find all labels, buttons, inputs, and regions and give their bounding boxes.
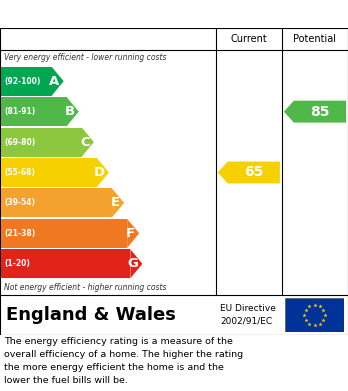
Text: Current: Current [230, 34, 267, 44]
Text: Energy Efficiency Rating: Energy Efficiency Rating [8, 7, 229, 22]
Text: B: B [65, 105, 75, 118]
Polygon shape [130, 249, 142, 278]
Bar [0, 127, 82, 156]
Text: (55-68): (55-68) [4, 168, 35, 177]
Bar [0, 158, 97, 187]
Text: (92-100): (92-100) [4, 77, 40, 86]
Polygon shape [82, 127, 94, 156]
Bar [0, 97, 67, 126]
Text: G: G [127, 257, 139, 270]
Polygon shape [67, 97, 79, 126]
Text: EU Directive
2002/91/EC: EU Directive 2002/91/EC [220, 304, 276, 326]
Text: (81-91): (81-91) [4, 107, 35, 116]
Text: Not energy efficient - higher running costs: Not energy efficient - higher running co… [4, 283, 166, 292]
Text: A: A [49, 75, 60, 88]
Polygon shape [218, 161, 280, 183]
Text: (21-38): (21-38) [4, 229, 35, 238]
Text: (69-80): (69-80) [4, 138, 35, 147]
Polygon shape [127, 219, 139, 248]
Text: E: E [111, 196, 120, 210]
Polygon shape [97, 158, 109, 187]
Text: England & Wales: England & Wales [6, 306, 176, 324]
Text: C: C [80, 136, 90, 149]
Bar [0, 188, 112, 217]
Text: The energy efficiency rating is a measure of the
overall efficiency of a home. T: The energy efficiency rating is a measur… [4, 337, 243, 385]
Polygon shape [112, 188, 124, 217]
Text: 65: 65 [244, 165, 263, 179]
Text: 85: 85 [310, 105, 330, 118]
Text: (39-54): (39-54) [4, 198, 35, 208]
Text: F: F [126, 227, 135, 240]
Bar [0, 219, 127, 248]
Polygon shape [52, 67, 64, 96]
Text: Potential: Potential [293, 34, 337, 44]
Text: Very energy efficient - lower running costs: Very energy efficient - lower running co… [4, 54, 166, 63]
Bar [0, 249, 130, 278]
Polygon shape [284, 101, 346, 123]
Text: (1-20): (1-20) [4, 259, 30, 268]
Bar [0, 67, 52, 96]
Text: D: D [94, 166, 105, 179]
